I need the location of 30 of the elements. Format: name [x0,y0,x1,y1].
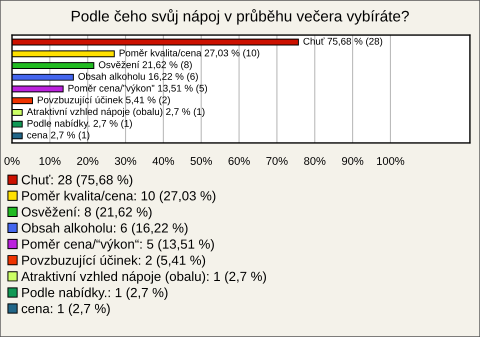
legend-label: cena: 1 (2,7 %) [22,304,110,316]
legend-label: Povzbuzující účinek: 2 (5,41 %) [22,255,206,268]
legend-label: Atraktivní vzhled nápoje (obalu): 1 (2,7 %) [21,271,266,284]
data-label: Povzbuzující účinek 5,41 % (2) [38,96,170,106]
x-tick-label: 80% [304,157,326,165]
legend-label: Chuť: 28 (75,68 %) [22,174,132,188]
x-tick-label: 30% [114,157,136,165]
data-label: Obsah alkoholu 16,22 % (6) [78,72,198,82]
x-tick-label: 60% [228,157,250,165]
data-label: Osvěžení 21,62 % (8) [98,60,192,70]
x-tick-label: 70% [266,157,288,165]
data-label: cena 2,7 % (1) [27,131,90,140]
x-tick-label: 0% [4,157,20,165]
legend-label: Podle nabídky.: 1 (2,7 %) [22,287,168,300]
legend-label: Obsah alkoholu: 6 (16,22 %) [22,222,188,236]
x-tick-label: 100% [377,157,404,165]
data-label: Chuť 75,68 % (28) [303,38,382,47]
legend-label: Poměr kvalita/cena: 10 (27,03 %) [22,190,216,204]
x-tick-label: 10% [40,157,61,165]
chart-title: Podle čeho svůj nápoj v průběhu večera vybíráte? [72,9,409,25]
data-label: Poměr cena/”výkon” 13,51 % (5) [68,84,208,94]
legend-label: Poměr cena/“výkon“: 5 (13,51 %) [22,238,214,252]
x-tick-label: 20% [77,157,98,165]
data-label: Atraktivní vzhled nápoje (obalu) 2,7 % (1) [26,108,204,117]
x-tick-label: 40% [152,157,174,165]
data-label: Podle nabídky. 2,7 % (1) [28,120,132,129]
x-tick-label: 90% [342,157,364,165]
legend-label: Osvěžení: 8 (21,62 %) [22,206,152,220]
data-label: Poměr kvalita/cena 27,03 % (10) [120,49,260,58]
x-tick-label: 50% [190,157,212,165]
